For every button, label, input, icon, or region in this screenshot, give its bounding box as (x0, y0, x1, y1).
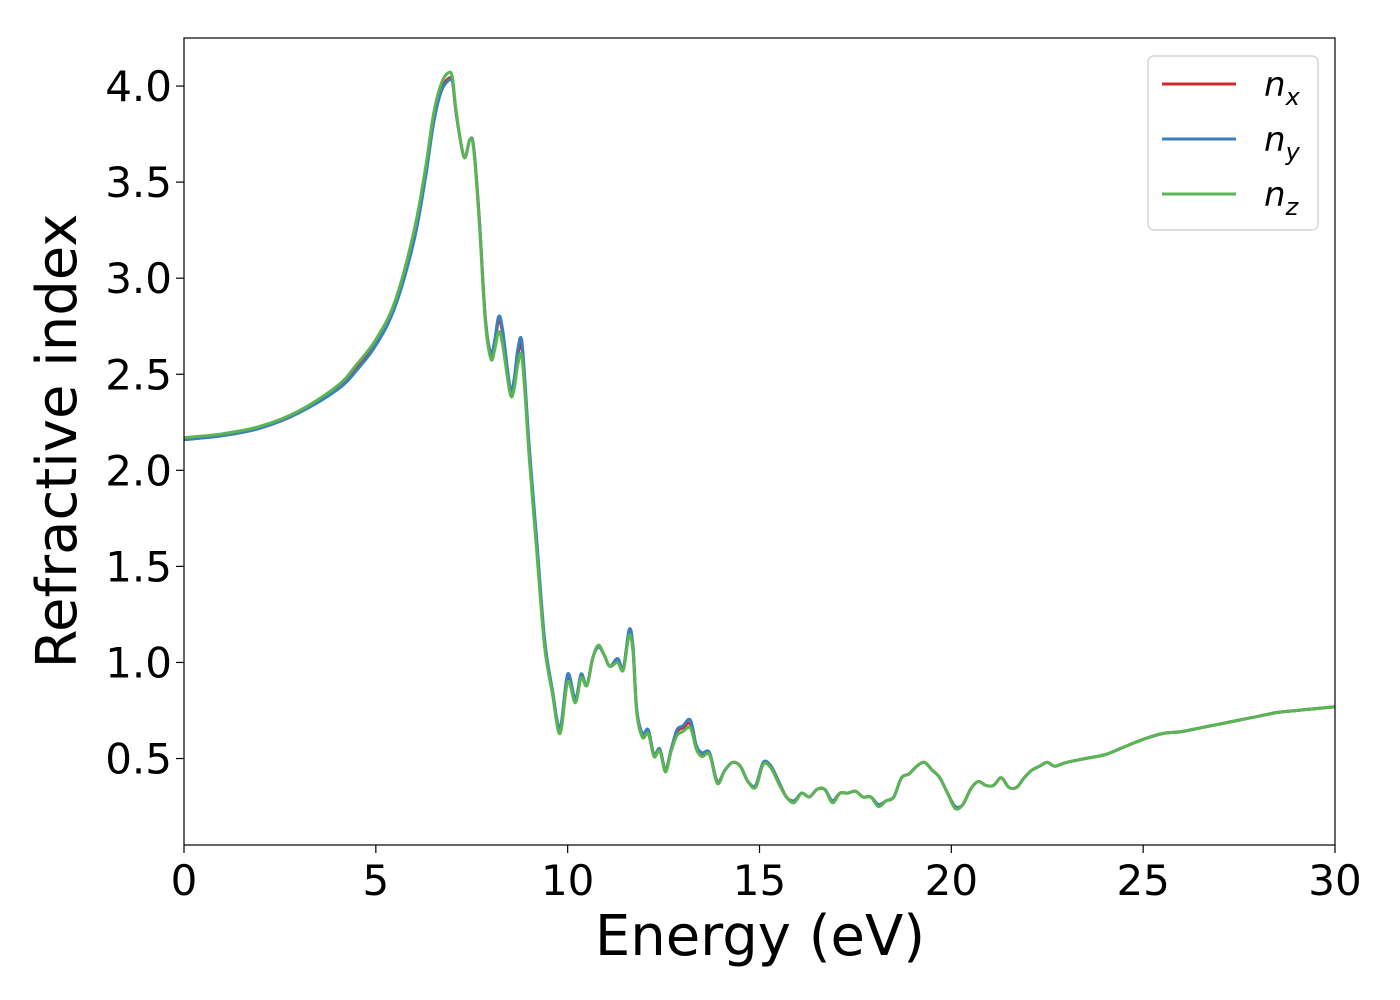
y-tick-label: 3.0 (105, 254, 172, 303)
y-tick-label: 1.5 (105, 542, 172, 591)
y-tick-label: 3.5 (105, 158, 172, 207)
y-tick-label: 2.0 (105, 446, 172, 495)
legend-label-nz: nz (1264, 175, 1300, 221)
x-tick-label: 25 (1116, 856, 1169, 905)
legend-box (1147, 55, 1319, 231)
x-tick-label: 5 (362, 856, 389, 905)
axis-ticks: 0 5 10 15 20 25 30 0.5 1.0 1.5 2.0 2.5 3.0 3.5 4.0 (105, 62, 1362, 905)
x-axis-title: Energy (eV) (595, 904, 925, 969)
x-tick-label: 10 (541, 856, 594, 905)
y-tick-label: 1.0 (105, 638, 172, 687)
legend: nx ny nz (1147, 55, 1319, 231)
x-tick-label: 15 (733, 856, 786, 905)
y-tick-label: 4.0 (105, 62, 172, 111)
series-layer (184, 70, 1335, 811)
legend-label-ny: ny (1264, 120, 1301, 166)
y-tick-label: 2.5 (105, 350, 172, 399)
legend-label-nx: nx (1264, 65, 1301, 111)
y-tick-label: 0.5 (105, 735, 172, 784)
y-axis-title: Refractive index (25, 214, 90, 669)
x-tick-label: 20 (925, 856, 978, 905)
series-line-nz (184, 70, 1335, 811)
x-tick-label: 30 (1308, 856, 1361, 905)
x-tick-label: 0 (171, 856, 198, 905)
